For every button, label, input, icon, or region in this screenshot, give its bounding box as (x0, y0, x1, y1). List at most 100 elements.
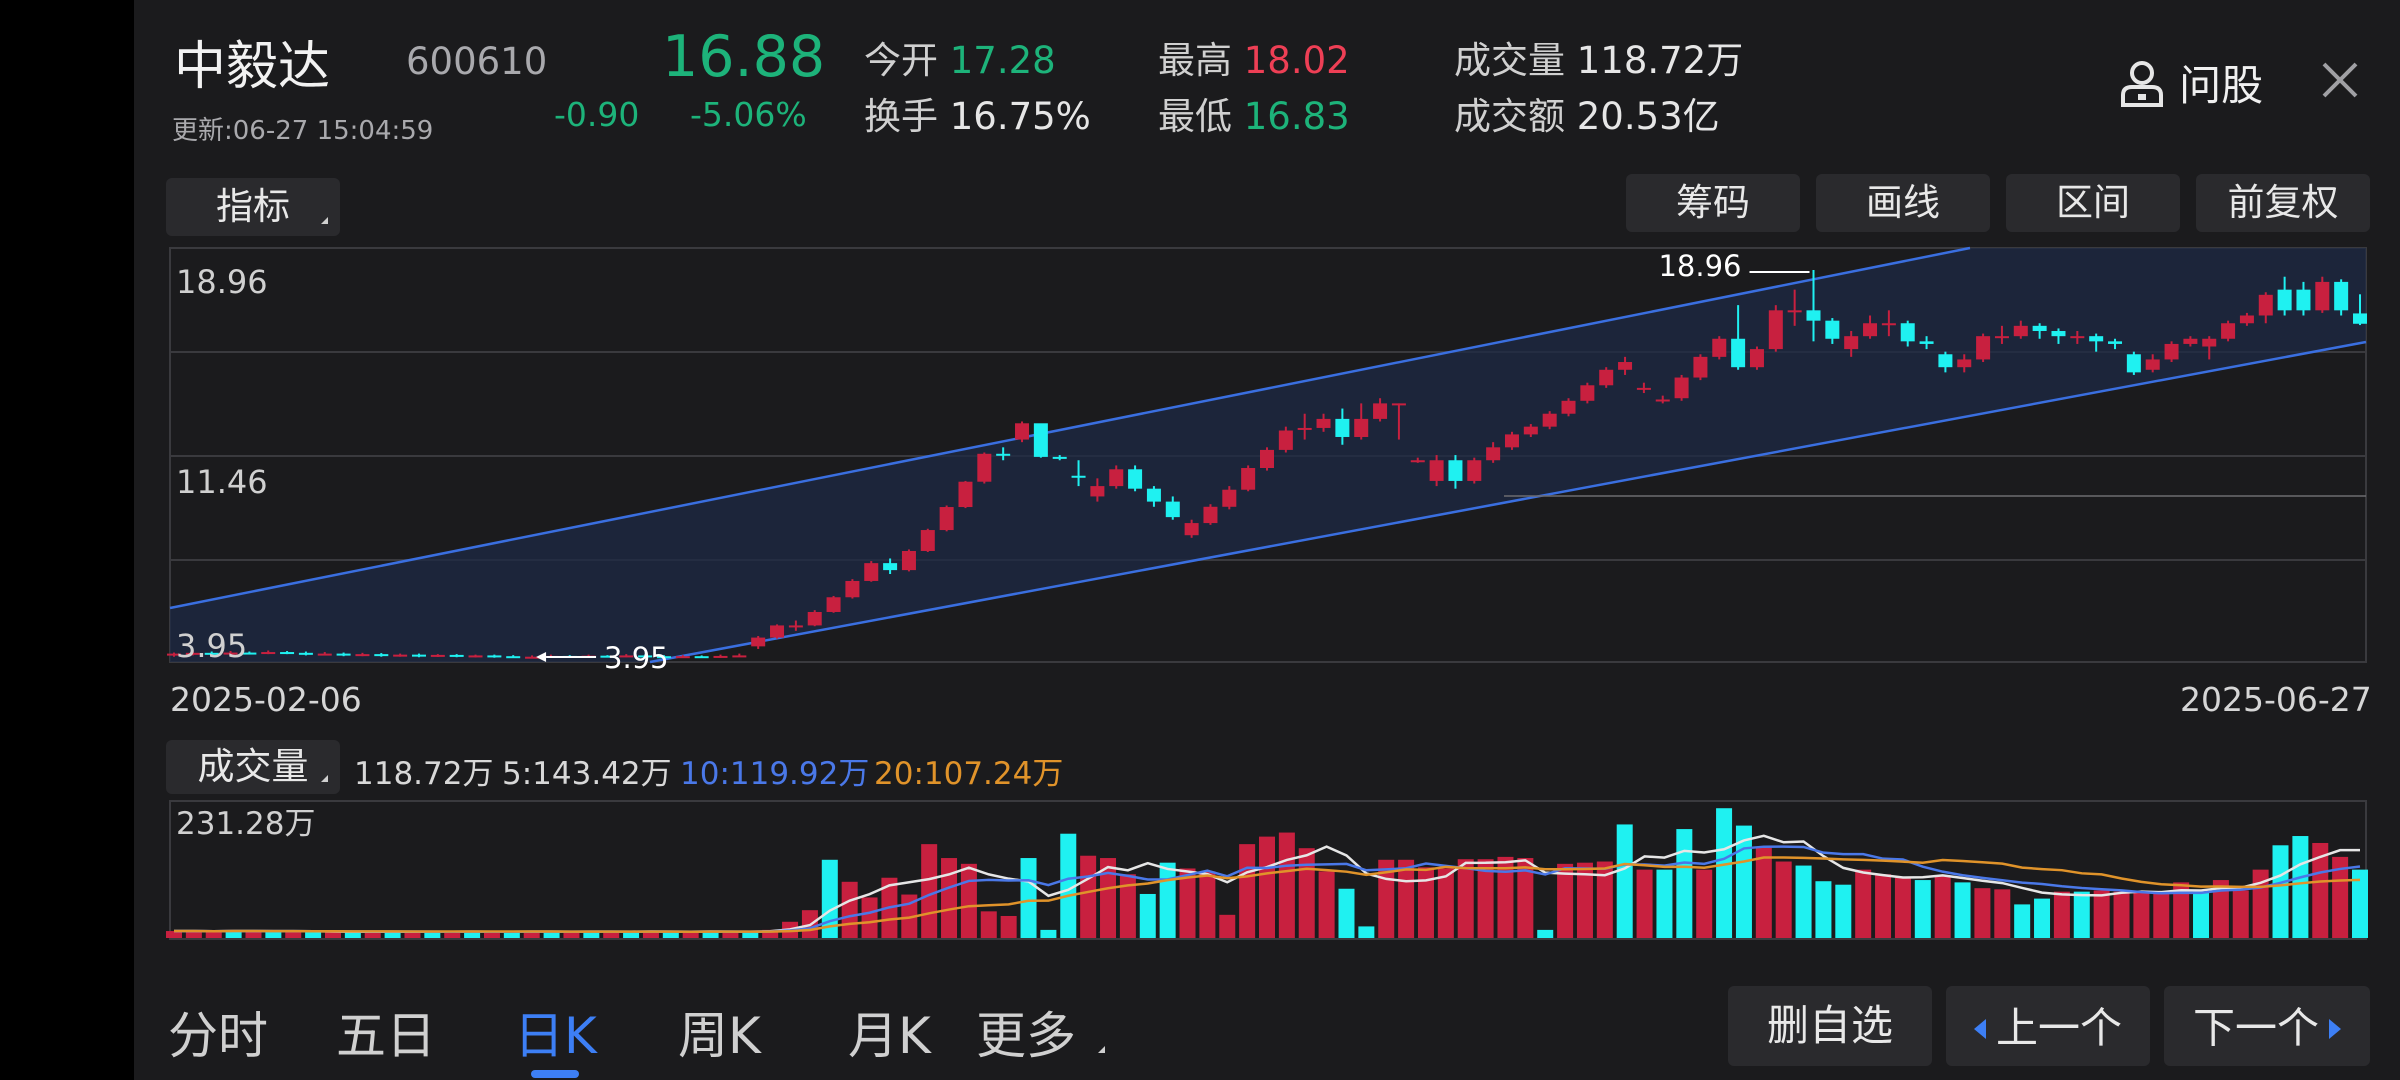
dropdown-icon (321, 217, 328, 224)
volume-ma10: 10:119.92万 (680, 756, 870, 792)
candle (1938, 351, 1953, 373)
candle (1655, 395, 1670, 404)
volume-bar (1894, 877, 1911, 938)
volume-bar (2093, 890, 2110, 938)
candle-body (2183, 338, 2198, 344)
quote-stat-label: 今开 (864, 39, 938, 82)
candle-body (901, 550, 916, 571)
candle (2108, 338, 2123, 350)
quote-stat: 最高 18.02 (1158, 30, 1350, 84)
candle (1844, 331, 1859, 357)
next-stock-button[interactable]: 下一个 (2164, 986, 2370, 1066)
active-tab-indicator (531, 1070, 579, 1078)
volume-bar (662, 932, 679, 938)
candle-body (1260, 449, 1274, 469)
candle (2353, 294, 2367, 326)
stock-detail-screen: 中毅达 600610 16.88 更新:06-27 15:04:59 -0.90… (134, 0, 2400, 1080)
candle (525, 655, 540, 659)
prev-stock-button[interactable]: 上一个 (1946, 986, 2150, 1066)
candle-body (2239, 315, 2254, 324)
max-price-marker: 18.96 (1658, 249, 1741, 283)
candle (1052, 455, 1067, 461)
ask-stock-button[interactable]: 问股 (2118, 52, 2263, 112)
volume-bar (384, 931, 401, 938)
close-icon[interactable] (2320, 60, 2360, 100)
remove-watchlist-button[interactable]: 删自选 (1728, 986, 1932, 1066)
start-date: 2025-02-06 (170, 680, 362, 719)
candle-body (1429, 460, 1444, 481)
next-stock-label: 下一个 (2192, 1003, 2319, 1053)
draw-line-button[interactable]: 画线 (1816, 174, 1990, 232)
tab-intraday[interactable]: 分时 (168, 1007, 268, 1065)
candle-body (1919, 341, 1934, 344)
candle-body (600, 655, 615, 658)
candle-body (1599, 369, 1614, 386)
volume-bar (1557, 863, 1574, 938)
volume-bar (821, 859, 838, 938)
quote-stat-label: 成交额 (1454, 95, 1565, 138)
candle (2051, 328, 2066, 344)
volume-bar (2312, 842, 2329, 938)
quote-stat: 换手 16.75% (864, 86, 1091, 140)
tab-five-day[interactable]: 五日 (336, 1007, 436, 1065)
candle (2202, 336, 2217, 360)
tab-more-label: 更多 (976, 1007, 1076, 1065)
volume-bar (1100, 858, 1117, 938)
right-arrow-icon (2329, 1018, 2341, 1039)
candle (411, 653, 426, 658)
tab-monthly-k[interactable]: 月K (848, 1007, 931, 1065)
candle (2277, 276, 2292, 316)
candle-body (2126, 354, 2141, 373)
candle (336, 652, 351, 657)
chips-button[interactable]: 筹码 (1626, 174, 1800, 232)
volume-chart[interactable]: 231.28万 (134, 800, 2400, 950)
candle-body (2164, 343, 2179, 360)
candle (298, 651, 313, 656)
tab-daily-k[interactable]: 日K (514, 1007, 597, 1065)
indicator-selector[interactable]: 指标 (166, 178, 340, 236)
volume-bar (1239, 844, 1256, 938)
range-button[interactable]: 区间 (2006, 174, 2180, 232)
candle-body (1731, 338, 1746, 368)
volume-bar (642, 931, 659, 938)
stock-name: 中毅达 (174, 37, 331, 97)
volume-bar (1259, 836, 1275, 938)
candle-body (1712, 338, 1727, 357)
candle (1900, 320, 1915, 347)
candle-body (1090, 486, 1105, 497)
volume-bar (2014, 904, 2031, 938)
candle (1976, 333, 1991, 363)
candle-body (506, 656, 521, 659)
candle-body (1900, 323, 1915, 342)
volume-bar (1775, 861, 1792, 938)
candle (1580, 382, 1595, 404)
tab-more[interactable]: 更多 (976, 996, 1105, 1068)
candle (713, 654, 728, 658)
adjust-button[interactable]: 前复权 (2196, 174, 2370, 232)
candle (1749, 346, 1764, 370)
quote-stat-label: 换手 (864, 95, 938, 138)
candle (374, 653, 389, 657)
quote-stat-value: 16.83 (1232, 95, 1350, 138)
volume-bar (1437, 868, 1454, 938)
volume-bar (225, 930, 242, 938)
candle-body (1128, 469, 1143, 489)
tab-weekly-k[interactable]: 周K (678, 1007, 761, 1065)
volume-bar (1735, 825, 1752, 938)
candle (807, 610, 822, 627)
volume-selector[interactable]: 成交量 (166, 740, 340, 794)
volume-bar (563, 931, 580, 938)
candle (920, 528, 935, 553)
quote-stat: 成交额 20.53亿 (1454, 86, 1720, 140)
kline-chart[interactable]: 18.96 11.46 3.95 18.96 3.95 (134, 240, 2400, 710)
candle-body (1373, 403, 1388, 419)
volume-bar (1298, 848, 1315, 938)
candle (2221, 320, 2236, 342)
candle-body (1071, 475, 1086, 478)
candle-body (1184, 523, 1199, 536)
volume-bar (464, 931, 481, 938)
volume-ma20: 20:107.24万 (874, 756, 1064, 792)
volume-bar (503, 932, 520, 938)
candle (1015, 421, 1030, 443)
volume-bar (344, 932, 361, 938)
